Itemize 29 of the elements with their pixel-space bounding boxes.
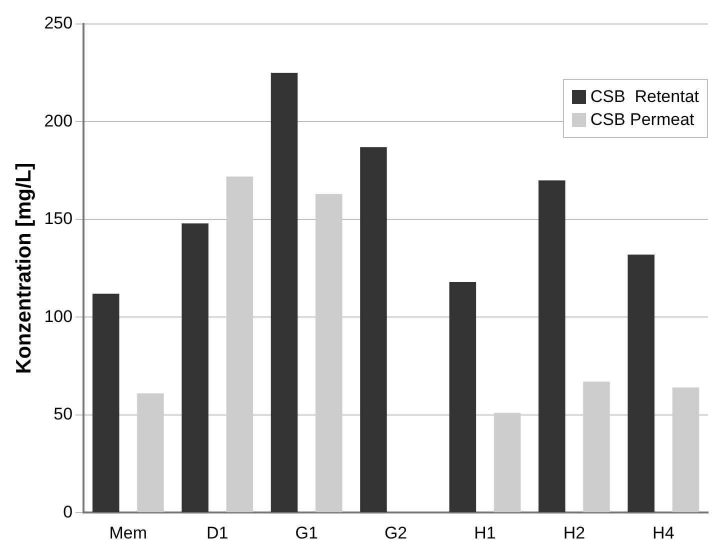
y-tick-label: 0 xyxy=(63,502,73,522)
y-tick-label: 200 xyxy=(44,111,73,130)
bar xyxy=(360,147,387,512)
bar xyxy=(538,180,566,512)
x-tick-label: D1 xyxy=(206,523,228,542)
bar xyxy=(92,294,120,512)
x-tick-label: H4 xyxy=(652,523,674,542)
y-tick-label: 150 xyxy=(44,209,73,228)
y-tick-label: 100 xyxy=(44,306,73,326)
legend-label: CSB Permeat xyxy=(590,110,694,130)
bar xyxy=(315,194,342,512)
y-tick-label: 50 xyxy=(54,404,73,424)
bar xyxy=(182,223,208,512)
x-tick-label: G1 xyxy=(295,523,318,542)
bar xyxy=(137,393,164,512)
x-tick-label: H2 xyxy=(563,523,586,542)
x-tick-label: Mem xyxy=(109,523,148,542)
bar xyxy=(226,176,254,512)
bar xyxy=(494,412,521,512)
bar xyxy=(583,382,610,512)
bar xyxy=(270,72,298,512)
bar xyxy=(628,254,654,512)
bar xyxy=(449,282,476,512)
bar xyxy=(672,388,700,512)
y-axis-title: Konzentration [mg/L] xyxy=(12,162,36,374)
x-tick-label: H1 xyxy=(474,523,496,542)
legend-label: CSB Retentat xyxy=(590,87,699,107)
x-tick-label: G2 xyxy=(384,523,408,542)
y-tick-label: 250 xyxy=(44,14,73,33)
